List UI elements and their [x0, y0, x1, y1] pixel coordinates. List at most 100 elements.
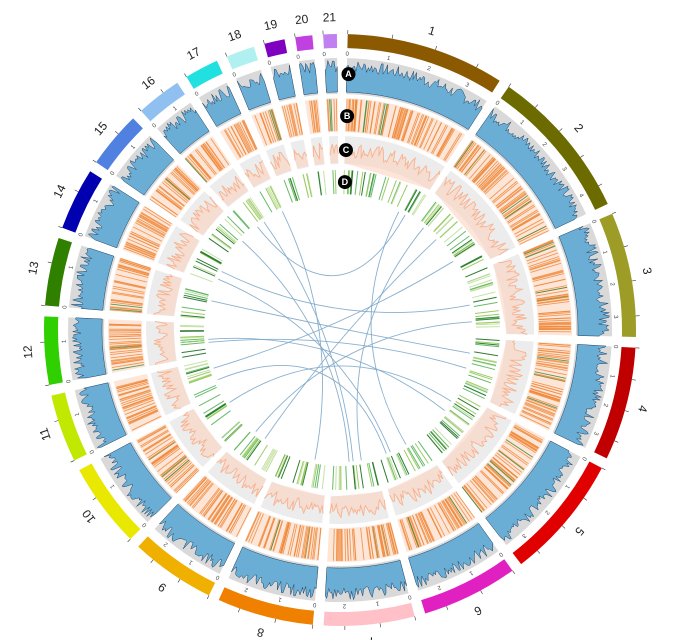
track-b-bar	[510, 432, 539, 450]
track-b-bar	[194, 149, 216, 176]
track-d-bar	[254, 444, 268, 466]
track-b-bar	[109, 309, 142, 314]
track-b-bar	[110, 353, 143, 359]
tick-mark	[74, 189, 79, 193]
link-ribbon	[356, 227, 424, 461]
track-d-bar	[289, 177, 299, 201]
track-b-bar	[230, 505, 247, 534]
track-b-bar	[441, 500, 459, 529]
track-b-bar	[538, 342, 571, 346]
track-b-bar	[492, 182, 519, 204]
track-d-bar	[245, 439, 261, 460]
track-b-bar	[330, 99, 333, 132]
track-b-bar	[118, 264, 150, 275]
track-b-bar	[445, 498, 464, 526]
track-d-bar	[380, 459, 389, 483]
track-d-bar	[306, 173, 313, 198]
track-b-bar	[389, 522, 399, 554]
track-d-bar	[411, 444, 426, 466]
track-d-bar	[455, 401, 477, 415]
track-d-bar	[435, 216, 454, 235]
track-a-area	[71, 248, 115, 311]
track-b-bar	[444, 498, 463, 527]
tick-label: 1	[74, 411, 81, 417]
track-b-bar	[483, 169, 507, 193]
track-b-bar	[189, 481, 212, 507]
track-d-bar	[365, 172, 372, 197]
track-d-bar	[217, 225, 237, 243]
track-d-bar	[198, 393, 221, 407]
track-d-bar	[468, 279, 493, 288]
track-d-bar	[380, 177, 390, 201]
track-b-bar	[205, 141, 225, 169]
track-b-bar	[458, 144, 479, 171]
tick-label: 1	[277, 595, 282, 602]
track-c-area	[157, 366, 191, 409]
track-b-bar	[524, 243, 555, 256]
track-b-bar	[126, 405, 157, 419]
track-b-bar	[155, 190, 182, 211]
track-b-bar	[524, 403, 555, 417]
track-b-bar	[184, 477, 207, 502]
track-b-bg	[522, 238, 572, 336]
tick-mark	[115, 131, 119, 135]
track-b-bar	[429, 507, 446, 537]
track-b-bar	[211, 495, 231, 523]
track-b-bar	[398, 109, 409, 140]
track-b-bar	[215, 497, 234, 525]
track-b-bar	[126, 406, 157, 420]
track-b-bar	[159, 185, 185, 207]
link-ribbon	[217, 365, 387, 454]
tick-mark	[508, 83, 512, 87]
track-b-bar	[202, 489, 222, 516]
track-d-bar	[215, 228, 235, 245]
track-b-bar	[451, 494, 470, 522]
track-b-bar	[236, 123, 252, 153]
track-b-bar	[532, 273, 565, 282]
link-ribbon	[263, 221, 354, 462]
track-b-bar	[534, 372, 566, 381]
tick-label: 3	[612, 315, 618, 319]
track-d-bar	[277, 455, 288, 478]
svg-text:C: C	[343, 145, 350, 155]
track-d-bar	[390, 181, 401, 205]
ideogram-chr-9	[138, 536, 216, 596]
track-b-bar	[501, 446, 528, 466]
track-b-bar	[487, 463, 512, 486]
track-b-bar	[409, 516, 422, 547]
track-b-bar	[535, 286, 568, 294]
track-b-bar	[510, 431, 539, 449]
track-b-bar	[525, 401, 556, 415]
tick-mark	[294, 33, 296, 38]
track-d-bar	[469, 281, 493, 291]
track-d-bar	[335, 465, 337, 490]
track-b-bar	[165, 178, 191, 200]
svg-text:D: D	[342, 177, 349, 187]
track-a-area	[120, 137, 174, 196]
track-d-bar	[358, 171, 364, 196]
track-d-bar	[417, 440, 433, 462]
track-b-bar	[387, 523, 396, 555]
track-b-bar	[123, 247, 155, 260]
track-b-bar	[109, 333, 142, 336]
track-d-bar	[354, 170, 359, 195]
link-ribbon	[264, 239, 437, 439]
tick-label: 0	[312, 601, 317, 607]
track-b-bar	[461, 146, 482, 173]
track-b-bar	[171, 171, 196, 194]
track-d-bar	[430, 431, 447, 450]
track-b-bar	[183, 476, 206, 501]
track-b-bar	[109, 343, 142, 347]
track-b-bar	[446, 497, 465, 525]
track-b-bar	[420, 511, 435, 541]
track-d-bar	[262, 448, 276, 471]
track-d-bar	[467, 273, 491, 283]
track-d-bar	[408, 191, 422, 213]
track-b-bar	[479, 470, 504, 495]
track-b-bar	[112, 364, 145, 371]
track-d-bar	[474, 310, 499, 315]
track-d-bar	[265, 450, 278, 473]
track-b-bar	[237, 122, 253, 152]
track-b-bar	[538, 319, 571, 322]
